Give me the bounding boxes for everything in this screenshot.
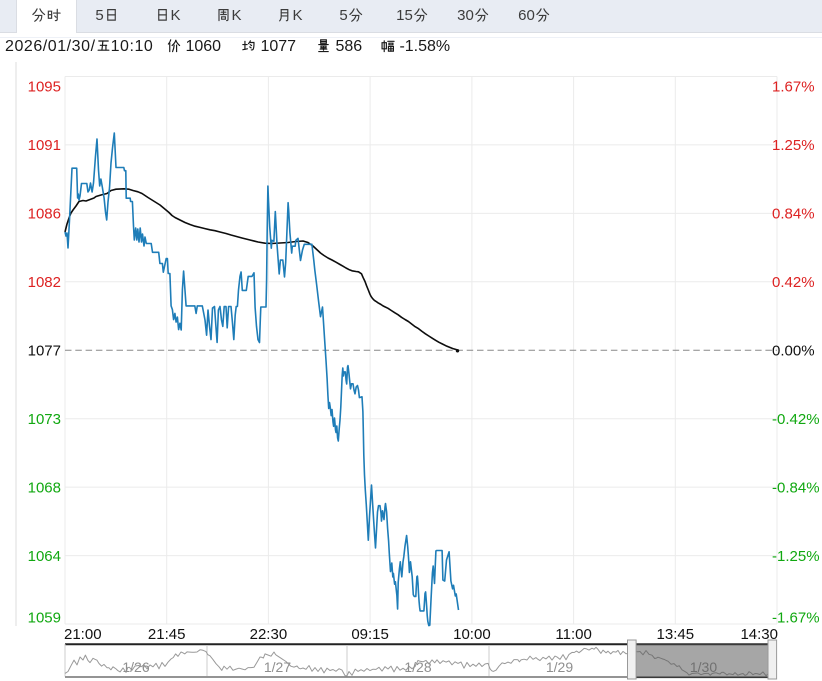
svg-text:14:30: 14:30	[740, 626, 778, 643]
svg-text:21:00: 21:00	[64, 626, 102, 643]
svg-text:1/27: 1/27	[264, 659, 291, 675]
svg-text:-0.84%: -0.84%	[772, 479, 820, 496]
svg-text:10:00: 10:00	[453, 626, 491, 643]
svg-text:1/29: 1/29	[546, 659, 573, 675]
svg-text:22:30: 22:30	[250, 626, 288, 643]
svg-text:11:00: 11:00	[555, 626, 591, 643]
svg-text:1059: 1059	[28, 609, 61, 626]
svg-text:13:45: 13:45	[657, 626, 695, 643]
svg-text:1082: 1082	[28, 274, 61, 291]
svg-text:0.00%: 0.00%	[772, 343, 815, 360]
svg-text:0.42%: 0.42%	[772, 274, 815, 291]
svg-text:-0.42%: -0.42%	[772, 411, 820, 428]
svg-text:1064: 1064	[28, 548, 61, 565]
svg-text:1086: 1086	[28, 206, 61, 223]
svg-text:1095: 1095	[28, 78, 61, 95]
svg-text:0.84%: 0.84%	[772, 206, 815, 223]
svg-text:1068: 1068	[28, 479, 61, 496]
svg-text:1073: 1073	[28, 411, 61, 428]
svg-text:1.25%: 1.25%	[772, 137, 815, 154]
svg-text:21:45: 21:45	[148, 626, 186, 643]
svg-text:-1.67%: -1.67%	[772, 609, 820, 626]
svg-text:1091: 1091	[28, 137, 61, 154]
svg-text:1077: 1077	[28, 343, 61, 360]
svg-text:1/26: 1/26	[122, 659, 149, 675]
svg-text:1.67%: 1.67%	[772, 78, 815, 95]
svg-text:-1.25%: -1.25%	[772, 548, 820, 565]
svg-text:09:15: 09:15	[351, 626, 389, 643]
svg-text:1/28: 1/28	[404, 659, 431, 675]
